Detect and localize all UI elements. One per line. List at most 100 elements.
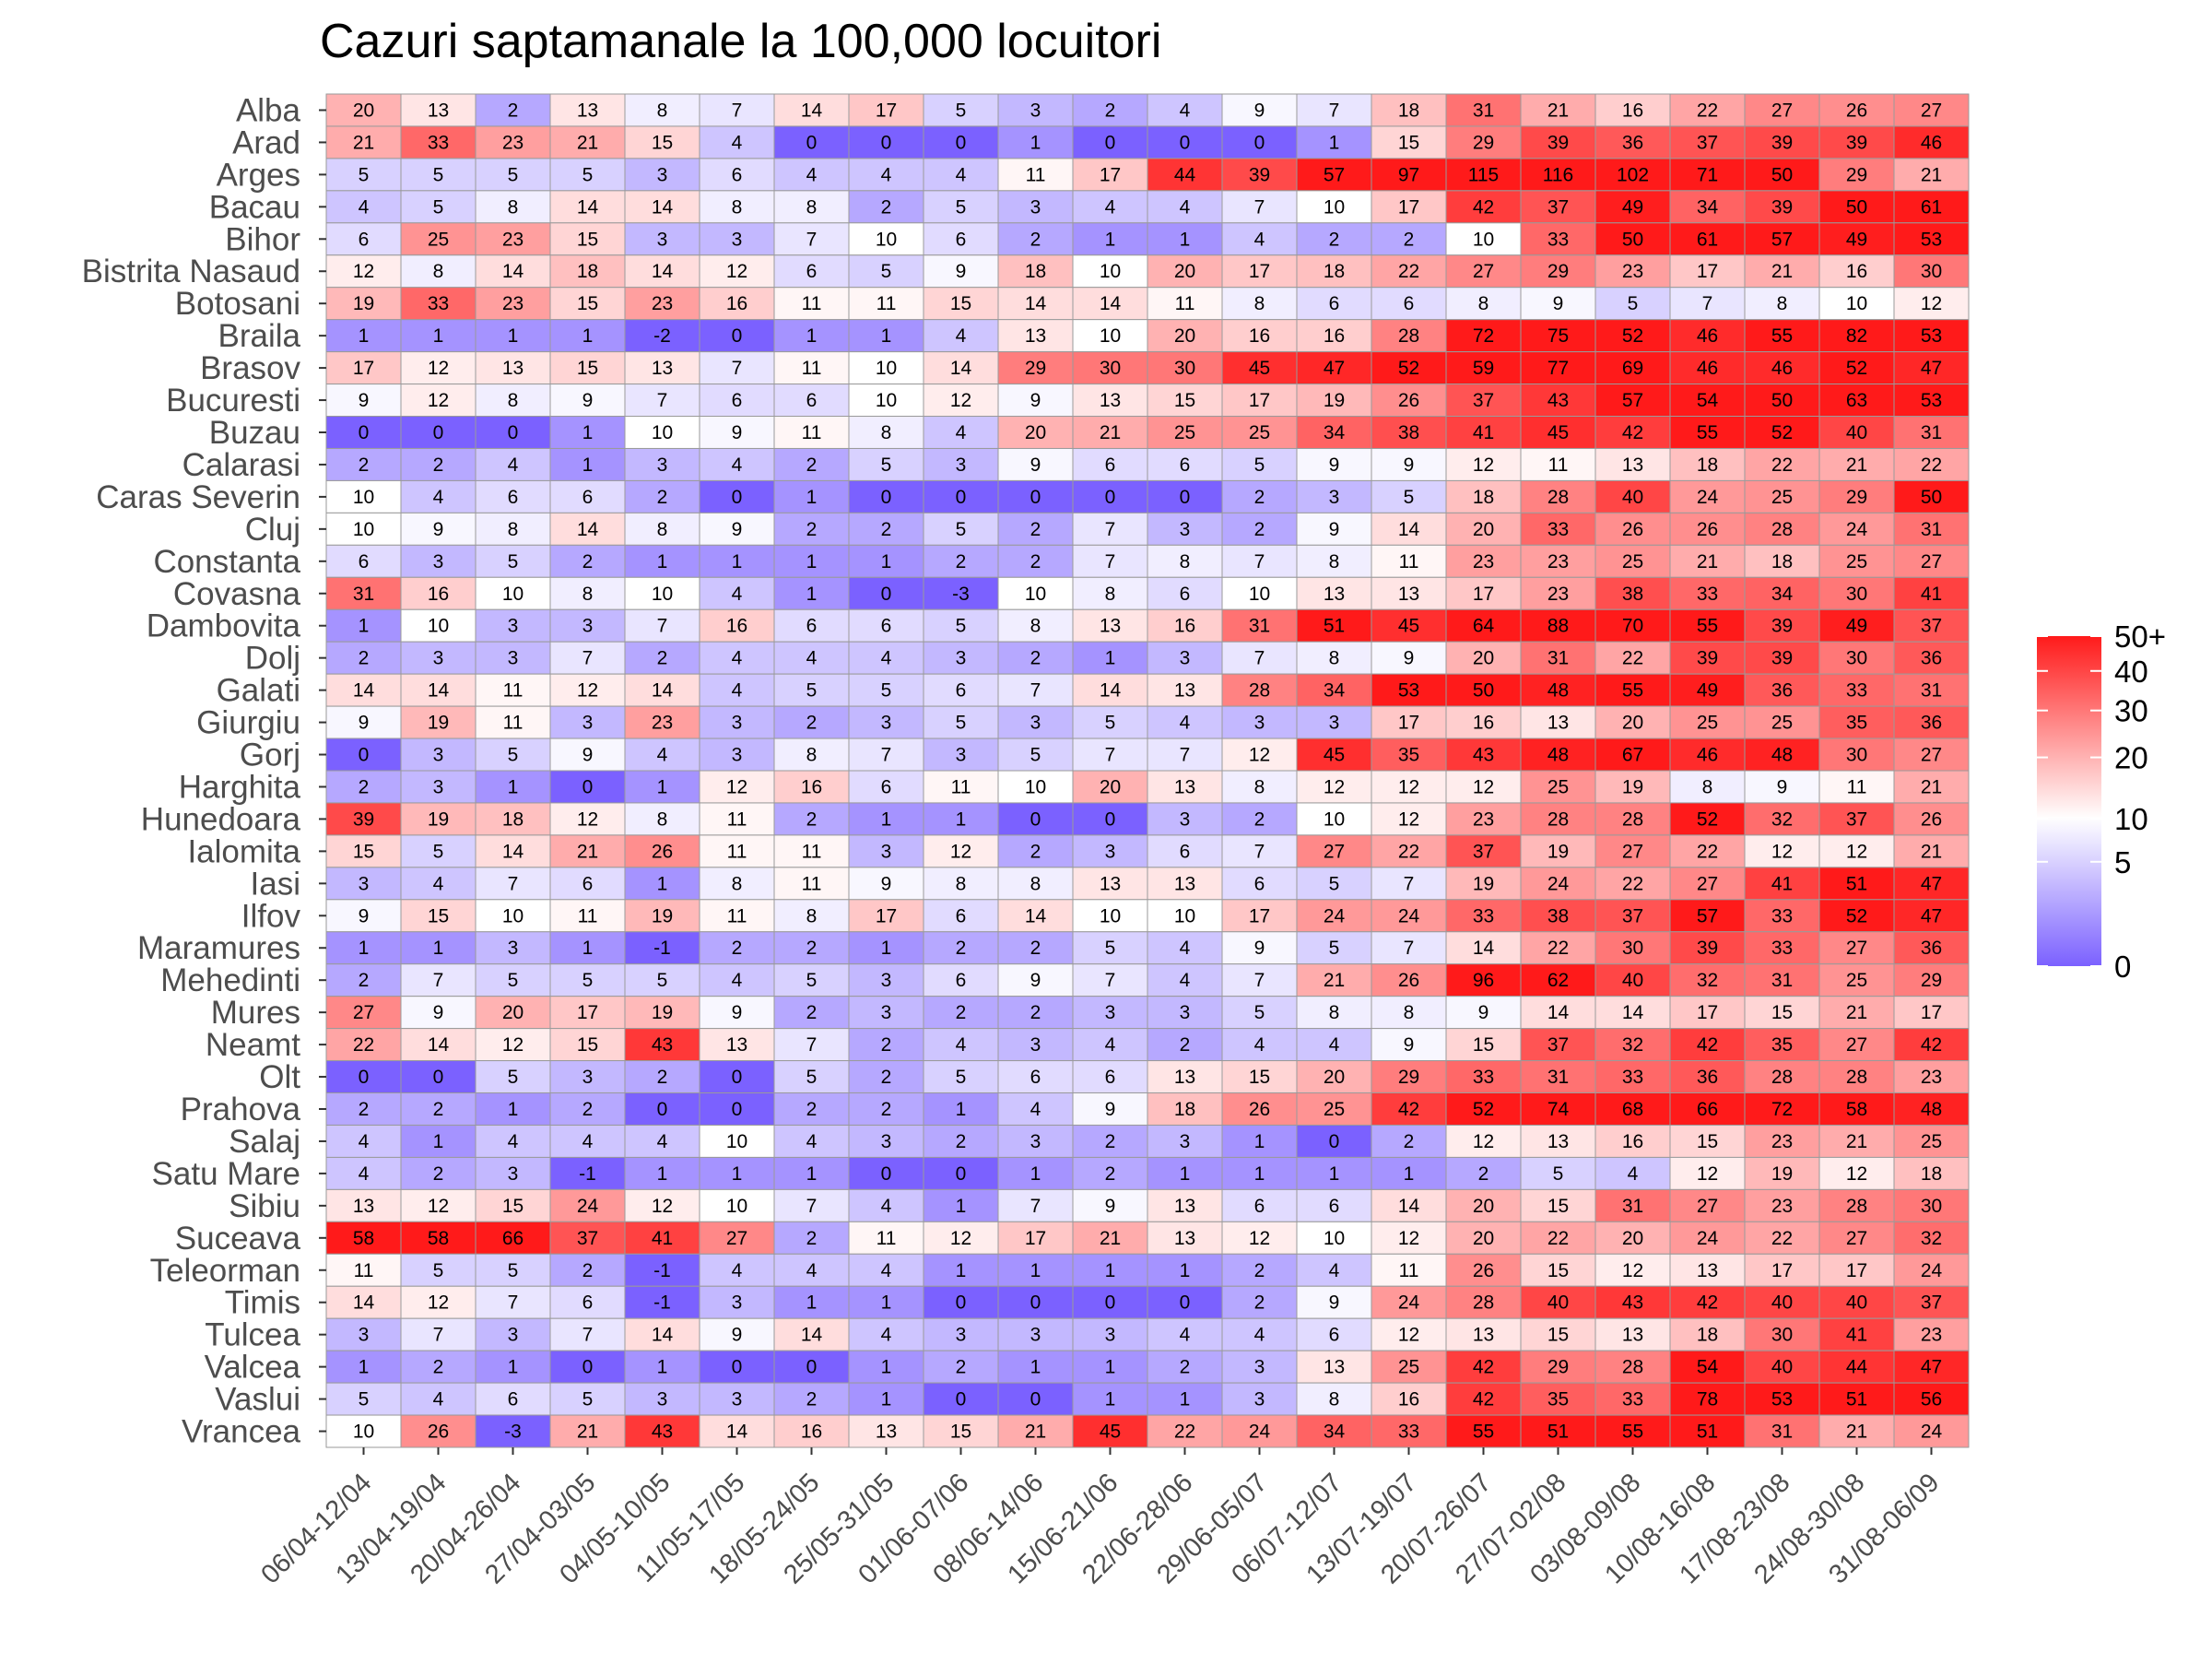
cell-value-label: 12 [1697,1163,1718,1185]
y-tick-label: Arad [232,124,300,160]
cell-value-label: 3 [1030,1034,1041,1056]
cell-value-label: 2 [1254,487,1265,508]
heatmap-cell [923,416,999,449]
cell-value-label: 6 [956,970,967,991]
heatmap-cell [773,222,850,256]
cell-value-label: 9 [359,390,370,411]
cell-value-label: 27 [1846,1228,1867,1249]
heatmap-cell [997,384,1074,418]
cell-value-label: 25 [1398,1357,1419,1378]
cell-value-label: 10 [353,487,374,508]
cell-value-label: 14 [1025,293,1047,314]
cell-value-label: 3 [881,970,892,991]
cell-value-label: 35 [1547,1389,1569,1410]
heatmap-cell [1818,447,1895,481]
cell-value-label: 22 [1921,454,1942,476]
cell-value-label: 0 [1105,132,1116,153]
cell-value-label: 17 [353,358,374,379]
cell-value-label: 3 [1030,100,1041,121]
cell-value-label: 33 [1547,229,1569,250]
cell-value-label: 22 [1398,261,1419,282]
cell-value-label: 3 [1105,841,1116,862]
cell-value-label: 39 [1249,164,1270,185]
heatmap-cell [1221,351,1298,385]
cell-value-label: 3 [1030,713,1041,734]
cell-value-label: 33 [1547,519,1569,540]
y-tick-label: Suceava [175,1221,301,1257]
cell-value-label: 10 [1249,584,1270,605]
cell-value-label: 0 [881,1163,892,1185]
cell-value-label: 21 [1846,1131,1867,1152]
cell-value-label: 5 [508,745,519,766]
cell-value-label: 12 [950,390,971,411]
cell-value-label: 20 [1622,713,1643,734]
y-tick-label: Harghita [179,769,301,805]
cell-value-label: 8 [582,584,594,605]
cell-value-label: 18 [1771,551,1793,572]
cell-value-label: 1 [806,551,818,572]
cell-value-label: 7 [1105,745,1116,766]
y-tick-label: Olt [259,1059,300,1095]
cell-value-label: 1 [1329,132,1340,153]
cell-value-label: 8 [1404,1002,1415,1023]
cell-value-label: 14 [577,196,599,218]
cell-value-label: 4 [881,1196,892,1217]
cell-value-label: 1 [1105,1389,1116,1410]
heatmap-cell [1669,190,1746,224]
cell-value-label: 12 [1398,1228,1419,1249]
cell-value-label: 49 [1622,196,1643,218]
cell-value-label: 2 [806,1099,818,1120]
cell-value-label: 1 [508,325,519,347]
cell-value-label: 0 [1180,487,1191,508]
cell-value-label: 2 [881,1034,892,1056]
cell-value-label: 53 [1921,390,1942,411]
cell-value-label: 23 [652,713,673,734]
cell-value-label: 31 [1771,970,1793,991]
cell-value-label: 30 [1846,648,1867,669]
cell-value-label: 13 [1174,1228,1195,1249]
cell-value-label: 31 [1547,1067,1569,1088]
heatmap-cell [699,125,775,159]
cell-value-label: 22 [1174,1422,1195,1443]
cell-value-label: 11 [1175,293,1195,314]
cell-value-label: 9 [956,261,967,282]
cell-value-label: 5 [956,1067,967,1088]
cell-value-label: 15 [1697,1131,1718,1152]
cell-value-label: 50 [1622,229,1643,250]
cell-value-label: 12 [1249,1228,1270,1249]
heatmap-cell [549,447,626,481]
cell-value-label: 14 [428,680,450,702]
heatmap-cell [1147,384,1223,418]
cell-value-label: 3 [732,1292,743,1314]
cell-value-label: 48 [1771,745,1793,766]
cell-value-label: 0 [1105,1292,1116,1314]
heatmap-cell [1744,351,1820,385]
cell-value-label: 6 [1404,293,1415,314]
heatmap-cell [475,190,551,224]
cell-value-label: 7 [1254,648,1265,669]
cell-value-label: 52 [1697,808,1718,830]
y-tick-label: Bistrita Nasaud [82,254,300,289]
cell-value-label: 50 [1771,164,1793,185]
cell-value-label: 4 [359,1163,370,1185]
cell-value-label: 5 [359,1389,370,1410]
cell-value-label: 31 [1547,648,1569,669]
cell-value-label: 2 [1030,648,1041,669]
cell-value-label: 26 [652,841,673,862]
cell-value-label: 12 [502,1034,524,1056]
cell-value-label: 7 [582,1325,594,1346]
cell-value-label: 0 [881,132,892,153]
cell-value-label: 22 [1398,841,1419,862]
cell-value-label: 0 [508,422,519,443]
cell-value-label: 26 [1398,390,1419,411]
cell-value-label: 15 [1249,1067,1270,1088]
heatmap-cell [848,222,924,256]
cell-value-label: 4 [1030,1099,1041,1120]
heatmap-cell [325,351,402,385]
cell-value-label: 17 [1398,196,1419,218]
cell-value-label: 12 [950,1228,971,1249]
cell-value-label: 14 [1398,1196,1420,1217]
cell-value-label: 33 [1622,1067,1643,1088]
cell-value-label: 8 [1180,551,1191,572]
cell-value-label: 3 [508,1163,519,1185]
